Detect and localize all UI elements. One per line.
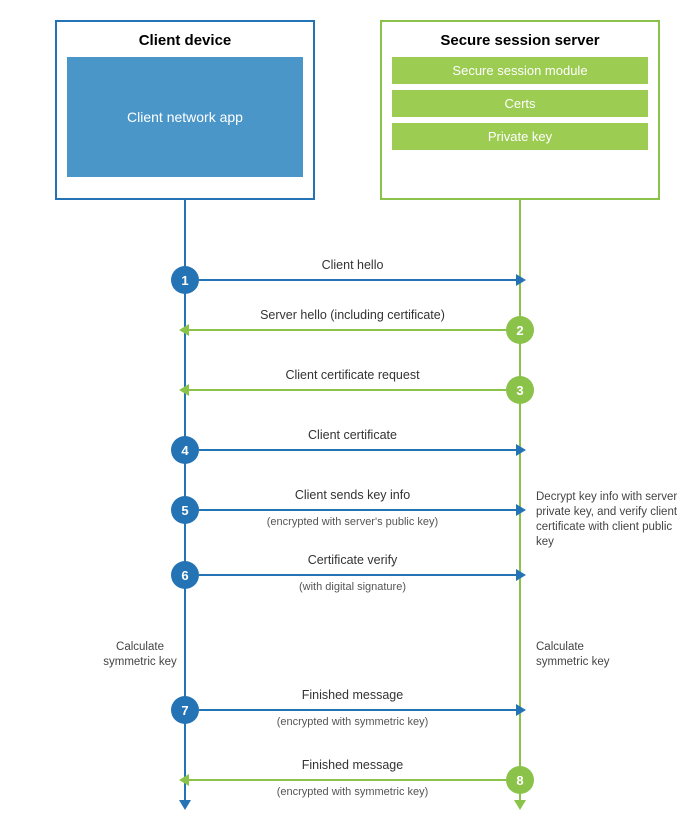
step-sublabel-5: (encrypted with server's public key) bbox=[213, 516, 493, 528]
arrow-4 bbox=[199, 449, 518, 451]
step-label-7: Finished message bbox=[213, 688, 493, 702]
step-circle-1: 1 bbox=[171, 266, 199, 294]
side-note-0: Decrypt key info with server private key… bbox=[536, 490, 686, 550]
side-note-1: Calculate symmetric key bbox=[90, 640, 190, 670]
step-sublabel-8: (encrypted with symmetric key) bbox=[213, 786, 493, 798]
step-circle-3: 3 bbox=[506, 376, 534, 404]
client-box-title: Client device bbox=[67, 32, 303, 49]
server-module-2: Private key bbox=[392, 123, 648, 150]
secure-session-server-box: Secure session server Secure session modu… bbox=[380, 20, 660, 200]
step-circle-4: 4 bbox=[171, 436, 199, 464]
step-circle-5: 5 bbox=[171, 496, 199, 524]
step-circle-2: 2 bbox=[506, 316, 534, 344]
arrow-head-8 bbox=[179, 774, 189, 786]
server-lifeline-arrow bbox=[514, 800, 526, 810]
arrow-6 bbox=[199, 574, 518, 576]
step-label-4: Client certificate bbox=[213, 428, 493, 442]
step-label-2: Server hello (including certificate) bbox=[213, 308, 493, 322]
step-label-8: Finished message bbox=[213, 758, 493, 772]
arrow-3 bbox=[187, 389, 506, 391]
server-module-0: Secure session module bbox=[392, 57, 648, 84]
arrow-8 bbox=[187, 779, 506, 781]
arrow-head-1 bbox=[516, 274, 526, 286]
arrow-1 bbox=[199, 279, 518, 281]
step-label-5: Client sends key info bbox=[213, 488, 493, 502]
arrow-head-5 bbox=[516, 504, 526, 516]
client-lifeline-arrow bbox=[179, 800, 191, 810]
arrow-head-4 bbox=[516, 444, 526, 456]
step-circle-7: 7 bbox=[171, 696, 199, 724]
server-module-1: Certs bbox=[392, 90, 648, 117]
arrow-2 bbox=[187, 329, 506, 331]
server-box-title: Secure session server bbox=[392, 32, 648, 49]
arrow-7 bbox=[199, 709, 518, 711]
step-label-6: Certificate verify bbox=[213, 553, 493, 567]
arrow-5 bbox=[199, 509, 518, 511]
arrow-head-7 bbox=[516, 704, 526, 716]
step-label-3: Client certificate request bbox=[213, 368, 493, 382]
client-device-box: Client device Client network app bbox=[55, 20, 315, 200]
arrow-head-2 bbox=[179, 324, 189, 336]
step-sublabel-7: (encrypted with symmetric key) bbox=[213, 716, 493, 728]
arrow-head-6 bbox=[516, 569, 526, 581]
step-circle-6: 6 bbox=[171, 561, 199, 589]
arrow-head-3 bbox=[179, 384, 189, 396]
side-note-2: Calculate symmetric key bbox=[536, 640, 636, 670]
client-network-app: Client network app bbox=[67, 57, 303, 177]
step-sublabel-6: (with digital signature) bbox=[213, 581, 493, 593]
step-circle-8: 8 bbox=[506, 766, 534, 794]
step-label-1: Client hello bbox=[213, 258, 493, 272]
